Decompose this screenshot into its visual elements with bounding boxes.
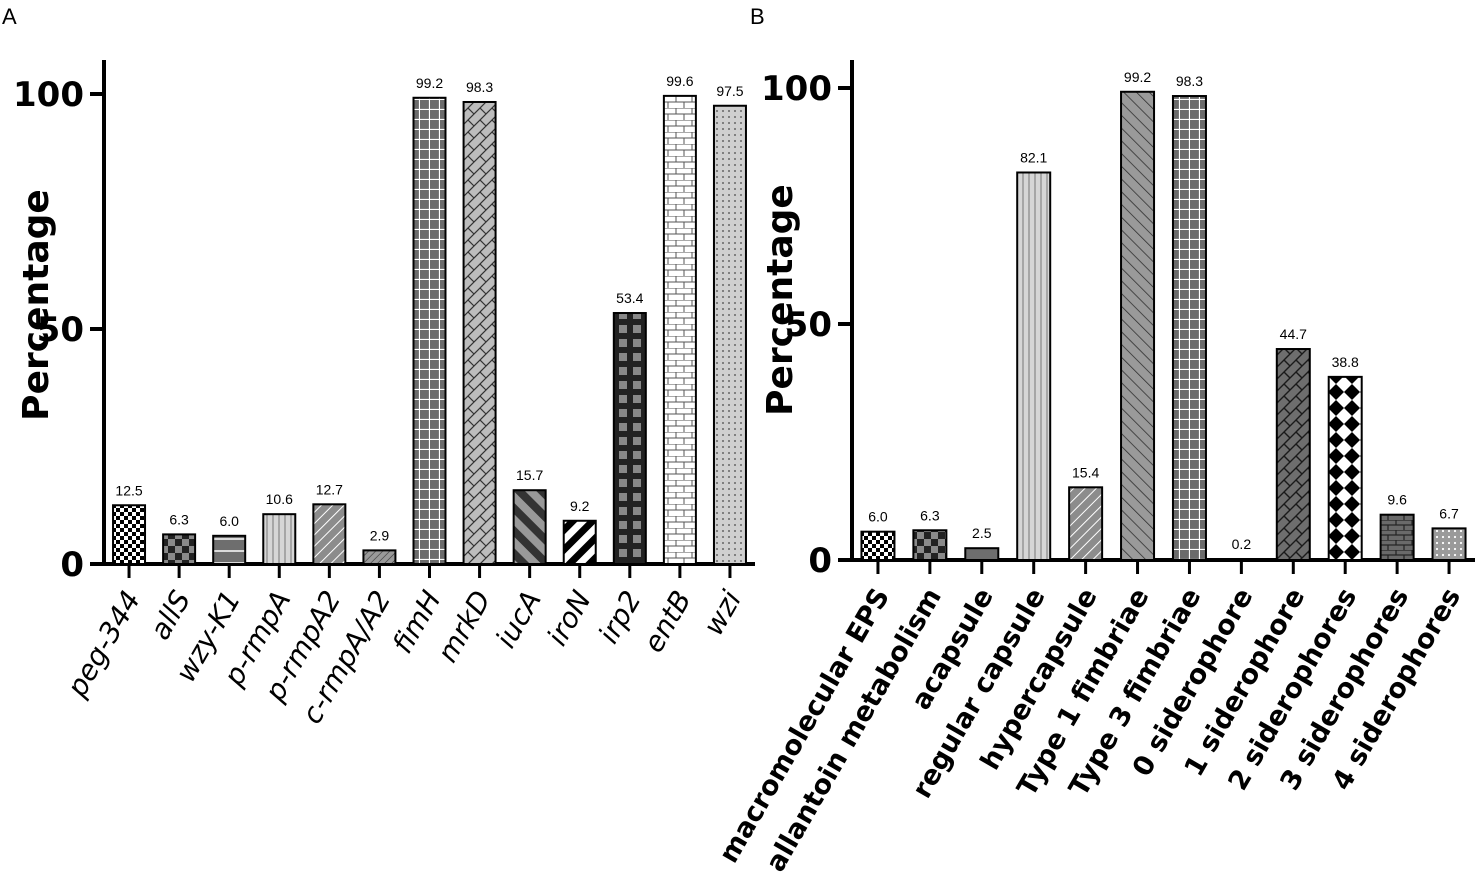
bar-value-label: 6.3 xyxy=(920,507,940,523)
bar xyxy=(412,96,447,565)
y-tick-label: 100 xyxy=(13,75,84,115)
bar-value-label: 6.3 xyxy=(169,511,189,527)
bar xyxy=(1068,486,1104,562)
bar xyxy=(162,533,197,566)
bar xyxy=(462,100,497,566)
y-tick-label: 0 xyxy=(60,545,84,585)
y-tick-label: 50 xyxy=(37,310,84,350)
bar-value-label: 98.3 xyxy=(466,79,493,95)
bar-value-label: 15.4 xyxy=(1072,464,1099,480)
bar xyxy=(712,104,747,565)
y-tick-label: 0 xyxy=(808,541,832,581)
bar xyxy=(562,519,597,566)
panel-b-label: B xyxy=(750,4,765,29)
bar xyxy=(262,513,297,565)
x-tick-label: peg-344 xyxy=(60,585,147,703)
x-tick-label: mrkD xyxy=(431,585,498,668)
bar-value-label: 15.7 xyxy=(516,467,543,483)
bar-value-label: 44.7 xyxy=(1280,326,1307,342)
bar xyxy=(912,529,948,561)
bar xyxy=(1431,527,1467,561)
bar-value-label: 6.7 xyxy=(1439,505,1459,521)
bar xyxy=(1327,375,1363,562)
bar-value-label: 9.6 xyxy=(1387,492,1407,508)
bar xyxy=(1379,513,1415,561)
bar-value-label: 82.1 xyxy=(1020,149,1047,165)
bar xyxy=(612,312,647,565)
y-tick-label: 50 xyxy=(785,305,832,345)
bar xyxy=(662,94,697,565)
bar xyxy=(212,534,247,565)
x-tick-label: iucA xyxy=(489,585,548,654)
bar-value-label: 12.7 xyxy=(316,481,343,497)
panel-a-label: A xyxy=(2,4,17,29)
bar-value-label: 99.2 xyxy=(1124,69,1151,85)
bar xyxy=(1016,171,1052,561)
bar-value-label: 2.9 xyxy=(370,527,390,543)
bar-value-label: 2.5 xyxy=(972,525,992,541)
bar xyxy=(112,504,147,565)
x-tick-label: entB xyxy=(637,585,698,658)
bar xyxy=(362,549,397,565)
bar xyxy=(1171,95,1207,562)
bar-value-label: 9.2 xyxy=(570,498,590,514)
bar-value-label: 99.2 xyxy=(416,75,443,91)
bar-value-label: 10.6 xyxy=(266,491,293,507)
bar xyxy=(964,547,1000,562)
y-axis-label: Percentage xyxy=(16,189,57,421)
bar xyxy=(1275,348,1311,561)
bar-value-label: 98.3 xyxy=(1176,73,1203,89)
bar-value-label: 12.5 xyxy=(115,482,142,498)
x-tick-label: iroN xyxy=(541,585,598,651)
chart-panel-a: Percentage05010012.5peg-3446.3allS6.0wzy… xyxy=(13,60,755,729)
bar-value-label: 97.5 xyxy=(716,83,743,99)
bar-value-label: 99.6 xyxy=(666,73,693,89)
bar-value-label: 6.0 xyxy=(868,509,888,525)
bar xyxy=(1120,90,1156,561)
bar-value-label: 38.8 xyxy=(1332,354,1359,370)
bar xyxy=(1223,558,1259,562)
bar-value-label: 53.4 xyxy=(616,290,643,306)
bar xyxy=(860,530,896,561)
bar xyxy=(312,503,347,565)
bar-value-label: 0.2 xyxy=(1232,536,1252,552)
x-tick-label: wzi xyxy=(697,585,748,641)
y-tick-label: 100 xyxy=(761,69,832,109)
y-axis-label: Percentage xyxy=(760,184,801,416)
bar-value-label: 6.0 xyxy=(219,513,239,529)
bar xyxy=(512,489,547,565)
